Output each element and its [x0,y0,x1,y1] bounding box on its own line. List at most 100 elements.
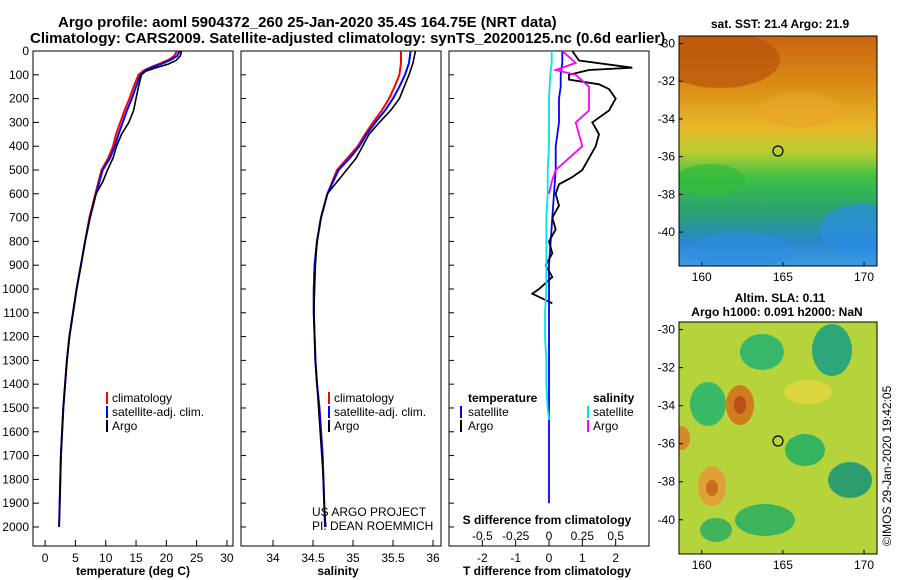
y-tick-label: 1700 [2,449,29,463]
sla-map-title-1: Altim. SLA: 0.11 [735,291,826,305]
salinity-panel-frame [240,50,442,547]
project-credit: US ARGO PROJECT [312,505,427,519]
sla-low-eddy [785,434,825,466]
x-tick-label: -1 [510,551,521,565]
difference-s-satellite-line [544,51,553,420]
temperature-x-axis: 0 5 10 15 20 25 30 [42,540,234,565]
x-tick-label: -2 [477,551,488,565]
legend-s-argo-label: Argo [593,419,619,433]
salinity-legend: climatology satellite-adj. clim. Argo [328,391,426,433]
y-tick-label: 400 [9,139,29,153]
map-lat-label: -36 [658,150,676,164]
y-tick-label: 900 [9,258,29,272]
legend-salinity-heading: salinity [593,391,635,405]
y-tick-label: 100 [9,68,29,82]
sla-high-eddy [679,426,690,450]
difference-legend: temperature salinity satellite Argo sate… [460,391,635,433]
y-tick-label: 700 [9,211,29,225]
x-tick-label: 2 [612,551,619,565]
x-tick-label: 30 [220,551,234,565]
x-tick-label: 25 [190,551,204,565]
x-tick-label: 36 [426,551,440,565]
sla-low-eddy [690,382,726,426]
salinity-argo-line [312,51,417,528]
legend-climatology-label: climatology [334,391,394,405]
x-tick-label: 15 [129,551,143,565]
sst-cool-patch [690,232,790,266]
x-tick-label: 0 [42,551,49,565]
temperature-panel-frame [32,50,234,547]
sst-cool-patch [820,204,877,256]
s-difference-x-label: S difference from climatology [463,513,632,527]
sst-map-title: sat. SST: 21.4 Argo: 21.9 [711,17,850,31]
salinity-x-axis: 34 34.5 35 35.5 36 [266,540,440,565]
legend-t-argo-label: Argo [468,419,494,433]
y-tick-label: 1200 [2,330,29,344]
sst-argo-location-marker [772,145,784,157]
temperature-legend: climatology satellite-adj. clim. Argo [106,391,204,433]
y-tick-label: 200 [9,92,29,106]
sla-low-eddy [735,504,795,536]
y-tick-label: 1000 [2,282,29,296]
s-difference-x-axis: -0.5 -0.25 0 0.25 0.5 [472,529,624,543]
sla-high-eddy [734,396,746,414]
legend-t-satellite-label: satellite [468,405,509,419]
salinity-satellite-line [312,51,412,528]
y-tick-label: 300 [9,115,29,129]
y-tick-label: 1900 [2,496,29,510]
x-tick-label: 35.5 [381,551,405,565]
sla-argo-location-marker [772,435,784,447]
temperature-argo-line [58,51,183,528]
map-lat-label: -32 [658,361,676,375]
x-tick-label: 1 [579,551,586,565]
temperature-series [58,51,183,528]
sla-map-title-2: Argo h1000: 0.091 h2000: NaN [691,305,862,319]
sla-map-axes: 160 165 170 -30 -32 -34 -36 -38 -40 [658,323,875,572]
y-tick-label: 1500 [2,401,29,415]
y-tick-label: 600 [9,187,29,201]
sla-low-eddy [828,462,872,498]
y-tick-label: 1300 [2,353,29,367]
sla-map-frame [678,321,878,555]
sla-mid-patch [784,380,832,404]
t-difference-x-axis: -2 -1 0 1 2 [477,540,619,565]
salinity-x-label: salinity [317,564,359,578]
map-lon-label: 160 [692,558,712,572]
sst-map [679,36,877,266]
legend-satellite-label: satellite-adj. clim. [334,405,426,419]
title-line-1: Argo profile: aoml 5904372_260 25-Jan-20… [58,14,557,31]
salinity-climatology-line [312,51,402,504]
legend-satellite-label: satellite-adj. clim. [112,405,204,419]
map-lat-label: -30 [658,323,676,337]
map-lon-label: 170 [854,270,874,284]
legend-climatology-label: climatology [112,391,172,405]
map-lat-label: -34 [658,112,676,126]
x-tick-label: 35 [346,551,360,565]
temperature-climatology-line [58,51,179,504]
legend-s-satellite-label: satellite [593,405,634,419]
x-tick-label: 5 [72,551,79,565]
s-tick-label: 0 [546,529,553,543]
title-line-2: Climatology: CARS2009. Satellite-adjuste… [30,30,665,47]
sst-warm-patch [760,92,840,128]
x-tick-label: 0 [546,551,553,565]
map-lat-label: -40 [658,225,676,239]
t-difference-x-label: T difference from climatology [463,564,631,578]
map-lat-label: -34 [658,399,676,413]
y-tick-label: 2000 [2,520,29,534]
y-tick-label: 1400 [2,377,29,391]
sst-warm-core [679,36,780,88]
salinity-series [312,51,417,528]
map-lat-label: -30 [658,37,676,51]
pressure-axis: 0 100 200 300 400 500 600 700 800 900 1000 1100 1200… [2,44,454,534]
map-lat-label: -32 [658,74,676,88]
sst-map-frame [678,35,878,267]
map-lon-label: 170 [854,558,874,572]
x-tick-label: 34 [266,551,280,565]
difference-s-argo-line [548,51,590,194]
map-lon-label: 160 [692,270,712,284]
sla-low-eddy [740,334,784,370]
temperature-x-label: temperature (deg C) [76,564,190,578]
legend-argo-label: Argo [334,419,360,433]
